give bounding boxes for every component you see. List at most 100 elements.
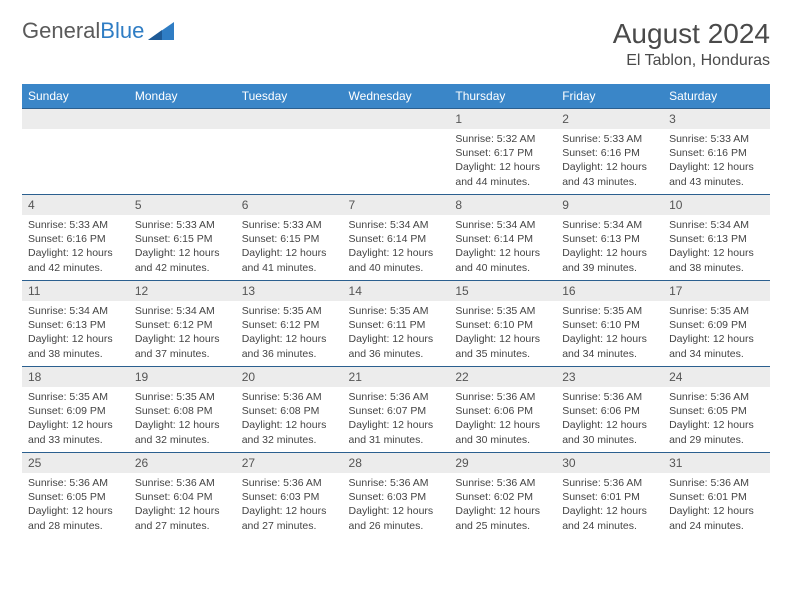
location-label: El Tablon, Honduras (613, 52, 770, 70)
sunrise-line: Sunrise: 5:33 AM (135, 218, 230, 232)
day-number: 26 (129, 453, 236, 473)
day-number: 19 (129, 367, 236, 387)
day-number: 8 (449, 195, 556, 215)
calendar-day-cell: 10Sunrise: 5:34 AMSunset: 6:13 PMDayligh… (663, 195, 770, 281)
calendar-week-row: 4Sunrise: 5:33 AMSunset: 6:16 PMDaylight… (22, 195, 770, 281)
weekday-header: Thursday (449, 84, 556, 109)
day-number (343, 109, 450, 129)
calendar-header-row: SundayMondayTuesdayWednesdayThursdayFrid… (22, 84, 770, 109)
daylight-line: Daylight: 12 hours and 38 minutes. (669, 246, 764, 274)
daylight-line: Daylight: 12 hours and 33 minutes. (28, 418, 123, 446)
calendar-empty-cell (236, 109, 343, 195)
calendar-day-cell: 18Sunrise: 5:35 AMSunset: 6:09 PMDayligh… (22, 367, 129, 453)
sunset-line: Sunset: 6:13 PM (28, 318, 123, 332)
day-details: Sunrise: 5:36 AMSunset: 6:06 PMDaylight:… (449, 387, 556, 451)
day-details (22, 129, 129, 185)
logo-triangle-icon (148, 22, 174, 40)
calendar-week-row: 25Sunrise: 5:36 AMSunset: 6:05 PMDayligh… (22, 453, 770, 539)
calendar-day-cell: 15Sunrise: 5:35 AMSunset: 6:10 PMDayligh… (449, 281, 556, 367)
daylight-line: Daylight: 12 hours and 40 minutes. (455, 246, 550, 274)
sunset-line: Sunset: 6:05 PM (669, 404, 764, 418)
sunrise-line: Sunrise: 5:33 AM (669, 132, 764, 146)
daylight-line: Daylight: 12 hours and 30 minutes. (562, 418, 657, 446)
day-details: Sunrise: 5:33 AMSunset: 6:16 PMDaylight:… (663, 129, 770, 193)
day-number: 23 (556, 367, 663, 387)
day-number: 3 (663, 109, 770, 129)
day-details: Sunrise: 5:33 AMSunset: 6:16 PMDaylight:… (22, 215, 129, 279)
day-details: Sunrise: 5:35 AMSunset: 6:09 PMDaylight:… (663, 301, 770, 365)
day-details: Sunrise: 5:36 AMSunset: 6:03 PMDaylight:… (343, 473, 450, 537)
calendar-day-cell: 7Sunrise: 5:34 AMSunset: 6:14 PMDaylight… (343, 195, 450, 281)
daylight-line: Daylight: 12 hours and 27 minutes. (135, 504, 230, 532)
day-number: 6 (236, 195, 343, 215)
daylight-line: Daylight: 12 hours and 36 minutes. (349, 332, 444, 360)
daylight-line: Daylight: 12 hours and 35 minutes. (455, 332, 550, 360)
calendar-day-cell: 4Sunrise: 5:33 AMSunset: 6:16 PMDaylight… (22, 195, 129, 281)
sunrise-line: Sunrise: 5:36 AM (669, 476, 764, 490)
day-details: Sunrise: 5:36 AMSunset: 6:08 PMDaylight:… (236, 387, 343, 451)
calendar-week-row: 18Sunrise: 5:35 AMSunset: 6:09 PMDayligh… (22, 367, 770, 453)
day-details (236, 129, 343, 185)
sunrise-line: Sunrise: 5:36 AM (242, 476, 337, 490)
day-details: Sunrise: 5:33 AMSunset: 6:15 PMDaylight:… (129, 215, 236, 279)
daylight-line: Daylight: 12 hours and 37 minutes. (135, 332, 230, 360)
sunset-line: Sunset: 6:15 PM (242, 232, 337, 246)
daylight-line: Daylight: 12 hours and 43 minutes. (562, 160, 657, 188)
sunrise-line: Sunrise: 5:36 AM (135, 476, 230, 490)
sunrise-line: Sunrise: 5:34 AM (135, 304, 230, 318)
day-number: 9 (556, 195, 663, 215)
sunrise-line: Sunrise: 5:36 AM (349, 476, 444, 490)
sunrise-line: Sunrise: 5:35 AM (455, 304, 550, 318)
calendar-day-cell: 30Sunrise: 5:36 AMSunset: 6:01 PMDayligh… (556, 453, 663, 539)
calendar-body: 1Sunrise: 5:32 AMSunset: 6:17 PMDaylight… (22, 109, 770, 539)
calendar-day-cell: 8 Sunrise: 5:34 AMSunset: 6:14 PMDaylight… (449, 195, 556, 281)
day-details: Sunrise: 5:34 AMSunset: 6:13 PMDaylight:… (22, 301, 129, 365)
sunset-line: Sunset: 6:09 PM (28, 404, 123, 418)
sunset-line: Sunset: 6:09 PM (669, 318, 764, 332)
daylight-line: Daylight: 12 hours and 30 minutes. (455, 418, 550, 446)
sunrise-line: Sunrise: 5:33 AM (242, 218, 337, 232)
day-details: Sunrise: 5:36 AMSunset: 6:01 PMDaylight:… (663, 473, 770, 537)
weekday-header: Monday (129, 84, 236, 109)
sunrise-line: Sunrise: 5:34 AM (28, 304, 123, 318)
sunrise-line: Sunrise: 5:32 AM (455, 132, 550, 146)
calendar-day-cell: 22Sunrise: 5:36 AMSunset: 6:06 PMDayligh… (449, 367, 556, 453)
sunrise-line: Sunrise: 5:35 AM (28, 390, 123, 404)
calendar-page: GeneralBlue August 2024 El Tablon, Hondu… (0, 0, 792, 557)
daylight-line: Daylight: 12 hours and 34 minutes. (669, 332, 764, 360)
daylight-line: Daylight: 12 hours and 26 minutes. (349, 504, 444, 532)
sunrise-line: Sunrise: 5:36 AM (669, 390, 764, 404)
daylight-line: Daylight: 12 hours and 34 minutes. (562, 332, 657, 360)
daylight-line: Daylight: 12 hours and 41 minutes. (242, 246, 337, 274)
calendar-day-cell: 23Sunrise: 5:36 AMSunset: 6:06 PMDayligh… (556, 367, 663, 453)
calendar-day-cell: 26Sunrise: 5:36 AMSunset: 6:04 PMDayligh… (129, 453, 236, 539)
day-number: 22 (449, 367, 556, 387)
calendar-empty-cell (343, 109, 450, 195)
day-details (343, 129, 450, 185)
calendar-week-row: 11Sunrise: 5:34 AMSunset: 6:13 PMDayligh… (22, 281, 770, 367)
sunset-line: Sunset: 6:14 PM (455, 232, 550, 246)
day-number: 14 (343, 281, 450, 301)
sunrise-line: Sunrise: 5:34 AM (349, 218, 444, 232)
sunrise-line: Sunrise: 5:34 AM (455, 218, 550, 232)
day-details: Sunrise: 5:34 AMSunset: 6:13 PMDaylight:… (556, 215, 663, 279)
day-details: Sunrise: 5:36 AMSunset: 6:04 PMDaylight:… (129, 473, 236, 537)
day-number: 7 (343, 195, 450, 215)
day-details: Sunrise: 5:33 AMSunset: 6:16 PMDaylight:… (556, 129, 663, 193)
logo-text-2: Blue (100, 18, 144, 44)
calendar-day-cell: 9Sunrise: 5:34 AMSunset: 6:13 PMDaylight… (556, 195, 663, 281)
sunrise-line: Sunrise: 5:33 AM (562, 132, 657, 146)
day-number: 29 (449, 453, 556, 473)
calendar-day-cell: 31Sunrise: 5:36 AMSunset: 6:01 PMDayligh… (663, 453, 770, 539)
sunset-line: Sunset: 6:08 PM (242, 404, 337, 418)
day-number: 24 (663, 367, 770, 387)
day-number: 28 (343, 453, 450, 473)
day-details: Sunrise: 5:36 AMSunset: 6:05 PMDaylight:… (663, 387, 770, 451)
calendar-day-cell: 19Sunrise: 5:35 AMSunset: 6:08 PMDayligh… (129, 367, 236, 453)
day-number: 15 (449, 281, 556, 301)
weekday-header: Tuesday (236, 84, 343, 109)
day-details: Sunrise: 5:36 AMSunset: 6:05 PMDaylight:… (22, 473, 129, 537)
calendar-day-cell: 17Sunrise: 5:35 AMSunset: 6:09 PMDayligh… (663, 281, 770, 367)
day-details: Sunrise: 5:36 AMSunset: 6:06 PMDaylight:… (556, 387, 663, 451)
sunset-line: Sunset: 6:08 PM (135, 404, 230, 418)
